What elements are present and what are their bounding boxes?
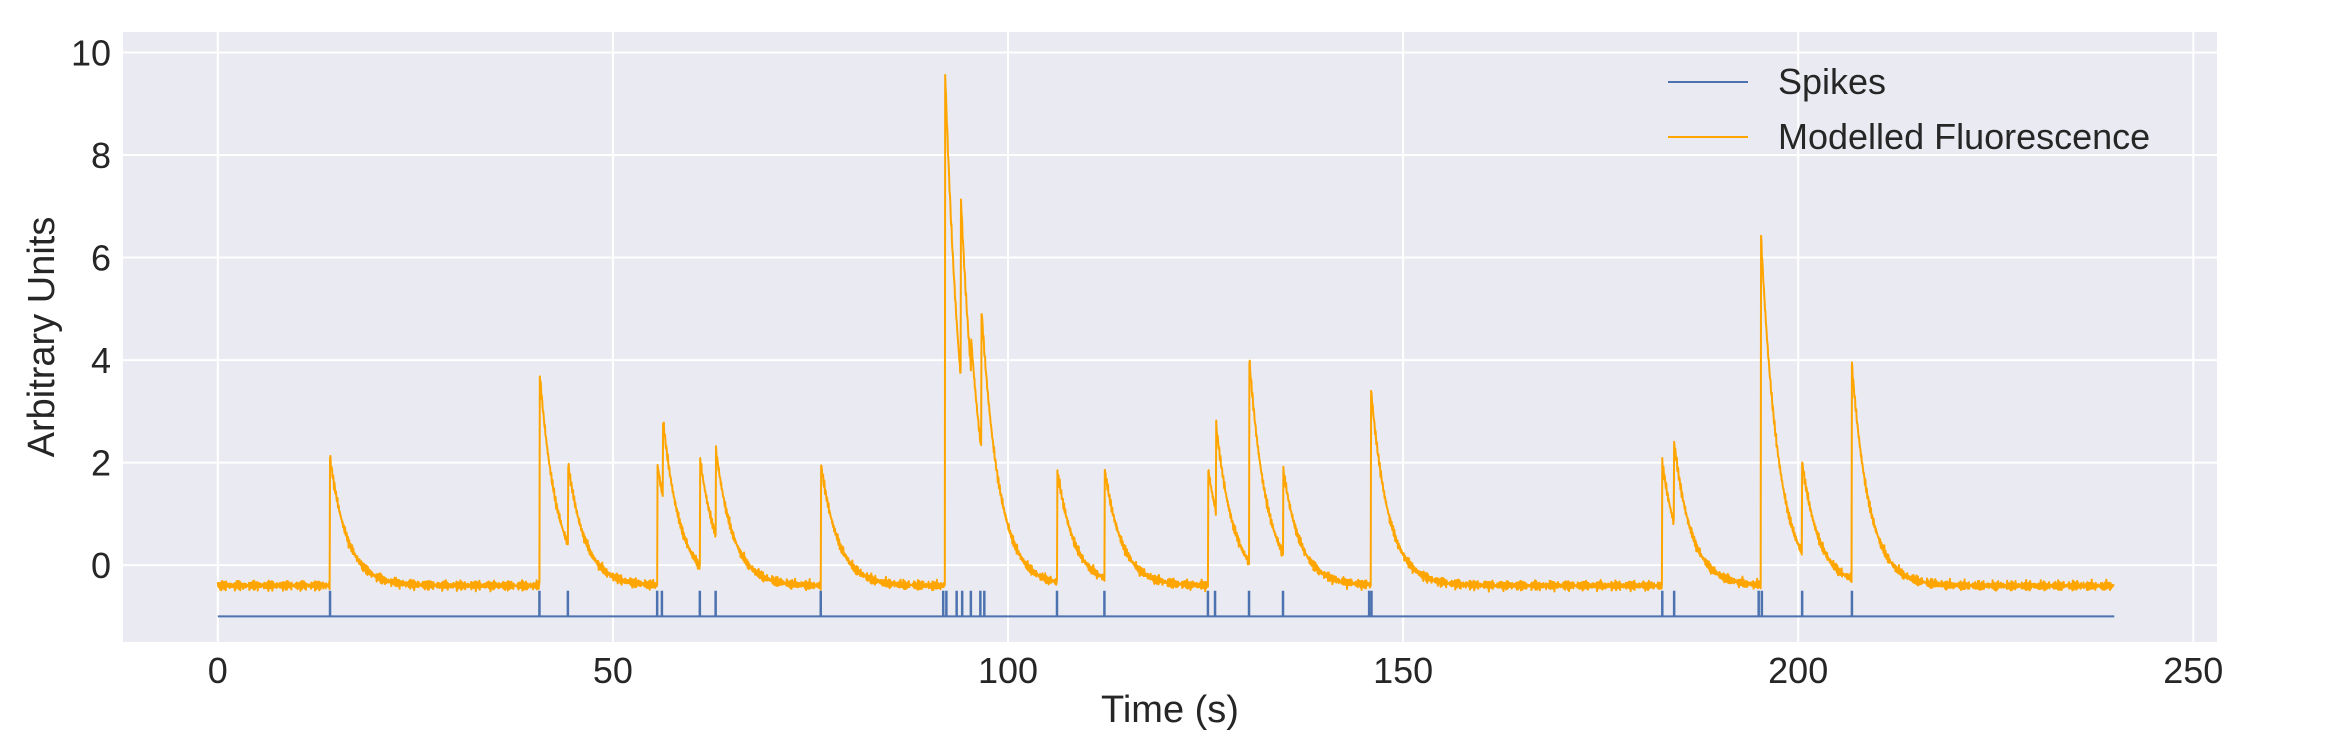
spikes-series xyxy=(217,590,2115,618)
y-tick-label: 4 xyxy=(91,340,111,381)
x-tick-label: 200 xyxy=(1768,650,1828,691)
y-tick-label: 10 xyxy=(71,33,111,74)
y-tick-label: 0 xyxy=(91,545,111,586)
fluorescence-series xyxy=(216,73,2115,593)
x-tick-labels: 0 50 100 150 200 250 xyxy=(208,650,2224,691)
y-tick-label: 2 xyxy=(91,443,111,484)
fluorescence-line xyxy=(216,73,2115,593)
x-axis-title: Time (s) xyxy=(1101,689,1239,731)
y-axis-title: Arbitrary Units xyxy=(21,217,63,458)
x-tick-label: 50 xyxy=(593,650,633,691)
y-tick-labels: 0 2 4 6 8 10 xyxy=(71,33,111,587)
x-tick-label: 100 xyxy=(978,650,1038,691)
y-tick-label: 8 xyxy=(91,135,111,176)
x-tick-label: 150 xyxy=(1373,650,1433,691)
legend-label-spikes: Spikes xyxy=(1778,61,1886,102)
y-tick-label: 6 xyxy=(91,238,111,279)
plot-background xyxy=(123,32,2217,642)
legend-label-fluorescence: Modelled Fluorescence xyxy=(1778,116,2150,157)
x-tick-label: 250 xyxy=(2163,650,2223,691)
x-tick-label: 0 xyxy=(208,650,228,691)
legend: Spikes Modelled Fluorescence xyxy=(1668,61,2150,157)
grid-lines xyxy=(123,32,2217,642)
